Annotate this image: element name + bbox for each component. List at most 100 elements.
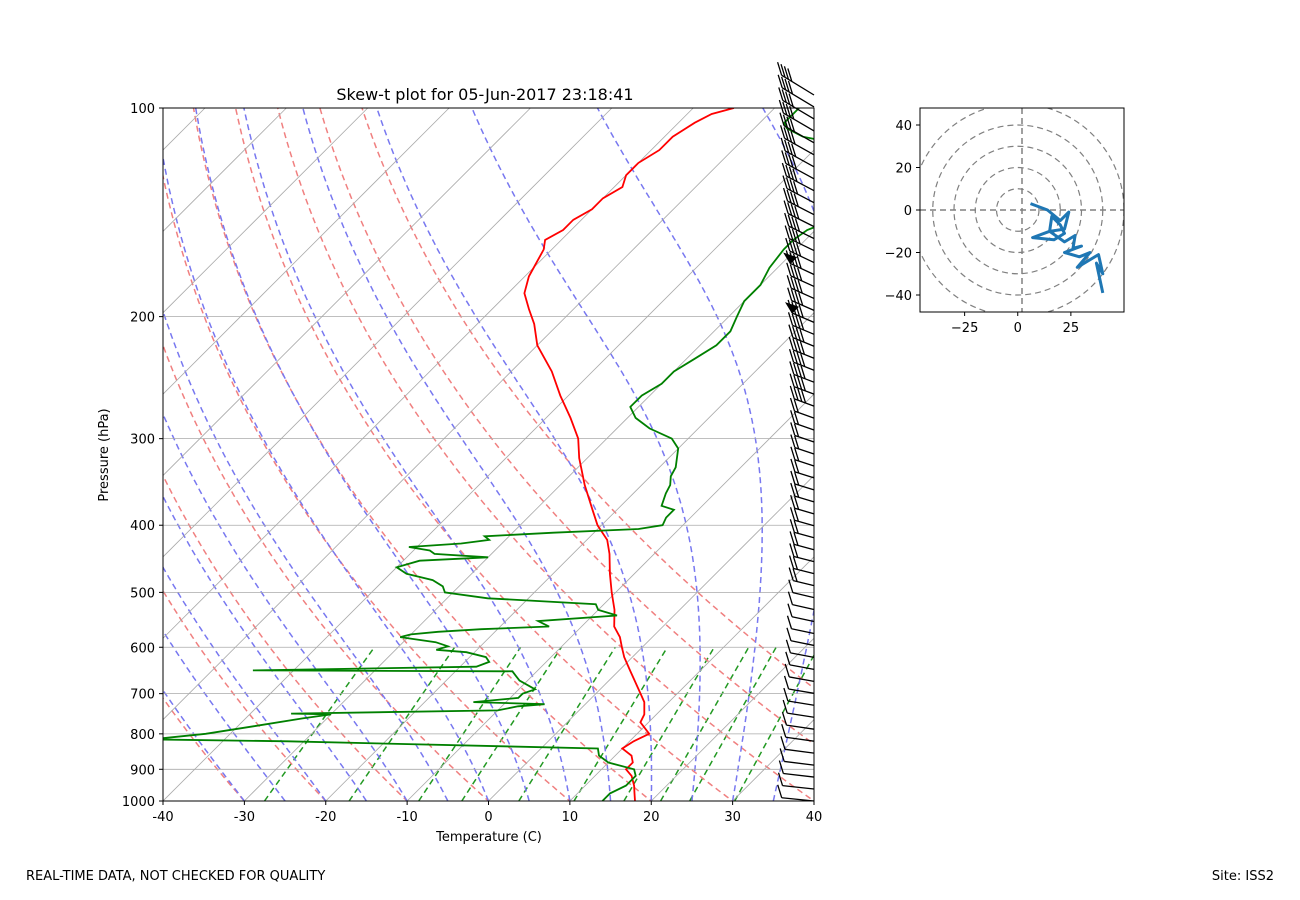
isotherm-line [163, 149, 814, 801]
isotherm-line [163, 108, 531, 477]
quality-disclaimer: REAL-TIME DATA, NOT CHECKED FOR QUALITY [26, 869, 326, 884]
hodograph-x-tick-label: −25 [951, 321, 978, 336]
y-tick-label: 700 [130, 688, 155, 703]
isotherm-line [163, 108, 694, 639]
x-tick-label: 0 [484, 810, 492, 825]
wind-barb [781, 724, 815, 742]
moist-adiabat-line [243, 108, 571, 801]
wind-barb [789, 385, 815, 407]
x-axis-label: Temperature (C) [435, 830, 542, 845]
wind-barb [788, 579, 815, 599]
dry-adiabat-line [319, 108, 814, 746]
isotherm-line [163, 108, 287, 232]
wind-barb [788, 336, 815, 359]
x-tick-label: 30 [724, 810, 741, 825]
wind-barb [783, 687, 815, 706]
wind-barb [789, 543, 815, 563]
wind-barb [790, 495, 815, 515]
wind-barb [779, 125, 815, 156]
wind-barb [781, 150, 815, 180]
wind-barb [777, 74, 815, 108]
mixing-ratio-line [263, 646, 375, 801]
wind-barb [784, 212, 815, 240]
hodograph-ring [995, 188, 1040, 232]
wind-barb [787, 591, 815, 611]
hodograph-ring [932, 124, 1104, 296]
wind-barb [787, 287, 815, 311]
dry-adiabat-line [163, 474, 409, 801]
hodograph-y-axis: 40 20 0 −20 −40 [885, 119, 920, 304]
wind-barb [789, 361, 815, 383]
wind-barb [784, 225, 815, 252]
wind-barb [788, 567, 815, 587]
hodograph-y-tick-label: 20 [895, 162, 912, 177]
y-tick-label: 900 [130, 763, 155, 778]
hodograph-y-tick-label: 0 [904, 204, 912, 219]
wind-barb [790, 470, 815, 491]
wind-barb [783, 250, 815, 276]
skew-t-plot: -40 -30 -20 -10 0 10 20 30 40 100 200 300 400 500 600… [0, 61, 823, 845]
moist-adiabat-line [302, 108, 612, 801]
hodograph-x-tick-label: 25 [1063, 321, 1080, 336]
moist-adiabat-line [163, 153, 490, 801]
wind-barb [780, 137, 815, 168]
wind-barb [788, 349, 815, 371]
mixing-ratio-line [348, 646, 456, 801]
isotherm-line [163, 108, 450, 395]
dry-adiabat-line [163, 589, 327, 801]
x-tick-label: 40 [806, 810, 823, 825]
isotherm-line [163, 108, 369, 314]
x-tick-label: 10 [562, 810, 579, 825]
wind-barb [786, 275, 815, 300]
wind-barb [790, 482, 815, 503]
wind-barb [790, 446, 815, 467]
isotherm-line [569, 556, 814, 801]
hodograph-y-tick-label: 40 [895, 119, 912, 134]
mixing-ratio-line [734, 653, 814, 801]
wind-barb [777, 772, 815, 790]
y-tick-label: 1000 [122, 795, 155, 810]
wind-barb [785, 639, 815, 659]
mixing-ratio-line [461, 646, 562, 801]
mixing-ratio-lines [263, 646, 814, 801]
isotherm-line [813, 800, 814, 801]
moist-adiabat-line [163, 494, 368, 801]
wind-barb [786, 627, 815, 647]
wind-barb [781, 162, 815, 192]
dry-adiabat-line [234, 108, 734, 801]
wind-barb [782, 187, 815, 216]
wind-barb [782, 175, 815, 204]
y-tick-label: 600 [130, 641, 155, 656]
wind-barb [788, 555, 815, 575]
hodograph-trace [1029, 202, 1105, 294]
mixing-ratio-line [418, 646, 522, 801]
hodograph-y-tick-label: −40 [885, 289, 912, 304]
dry-adiabat-line [163, 696, 246, 801]
wind-barb [790, 410, 815, 431]
isotherm-line [487, 474, 814, 801]
wind-barb [787, 603, 815, 623]
wind-barb [778, 760, 815, 778]
mixing-ratio-line [518, 646, 616, 801]
wind-barb [785, 299, 815, 323]
wind-barb [789, 397, 815, 419]
skew-t-y-axis: 100 200 300 400 500 600 700 800 900 1000 [122, 102, 163, 810]
isotherm-line [650, 637, 814, 801]
moist-adiabat-line [163, 688, 245, 801]
isotherm-line [0, 108, 42, 816]
wind-barb [783, 675, 815, 694]
x-tick-label: 20 [643, 810, 660, 825]
moist-adiabat-line [376, 108, 653, 801]
hodograph-x-axis: −25 0 25 [951, 312, 1079, 336]
wind-barb [786, 615, 815, 635]
moist-adiabat-line [163, 565, 327, 801]
x-tick-label: -40 [152, 810, 173, 825]
wind-barb [779, 112, 815, 144]
dry-adiabat-line [163, 172, 572, 801]
wind-barb [789, 531, 815, 551]
wind-barb [776, 61, 815, 96]
moist-adiabat-line [163, 629, 286, 801]
wind-barb [782, 699, 815, 718]
y-tick-label: 800 [130, 728, 155, 743]
